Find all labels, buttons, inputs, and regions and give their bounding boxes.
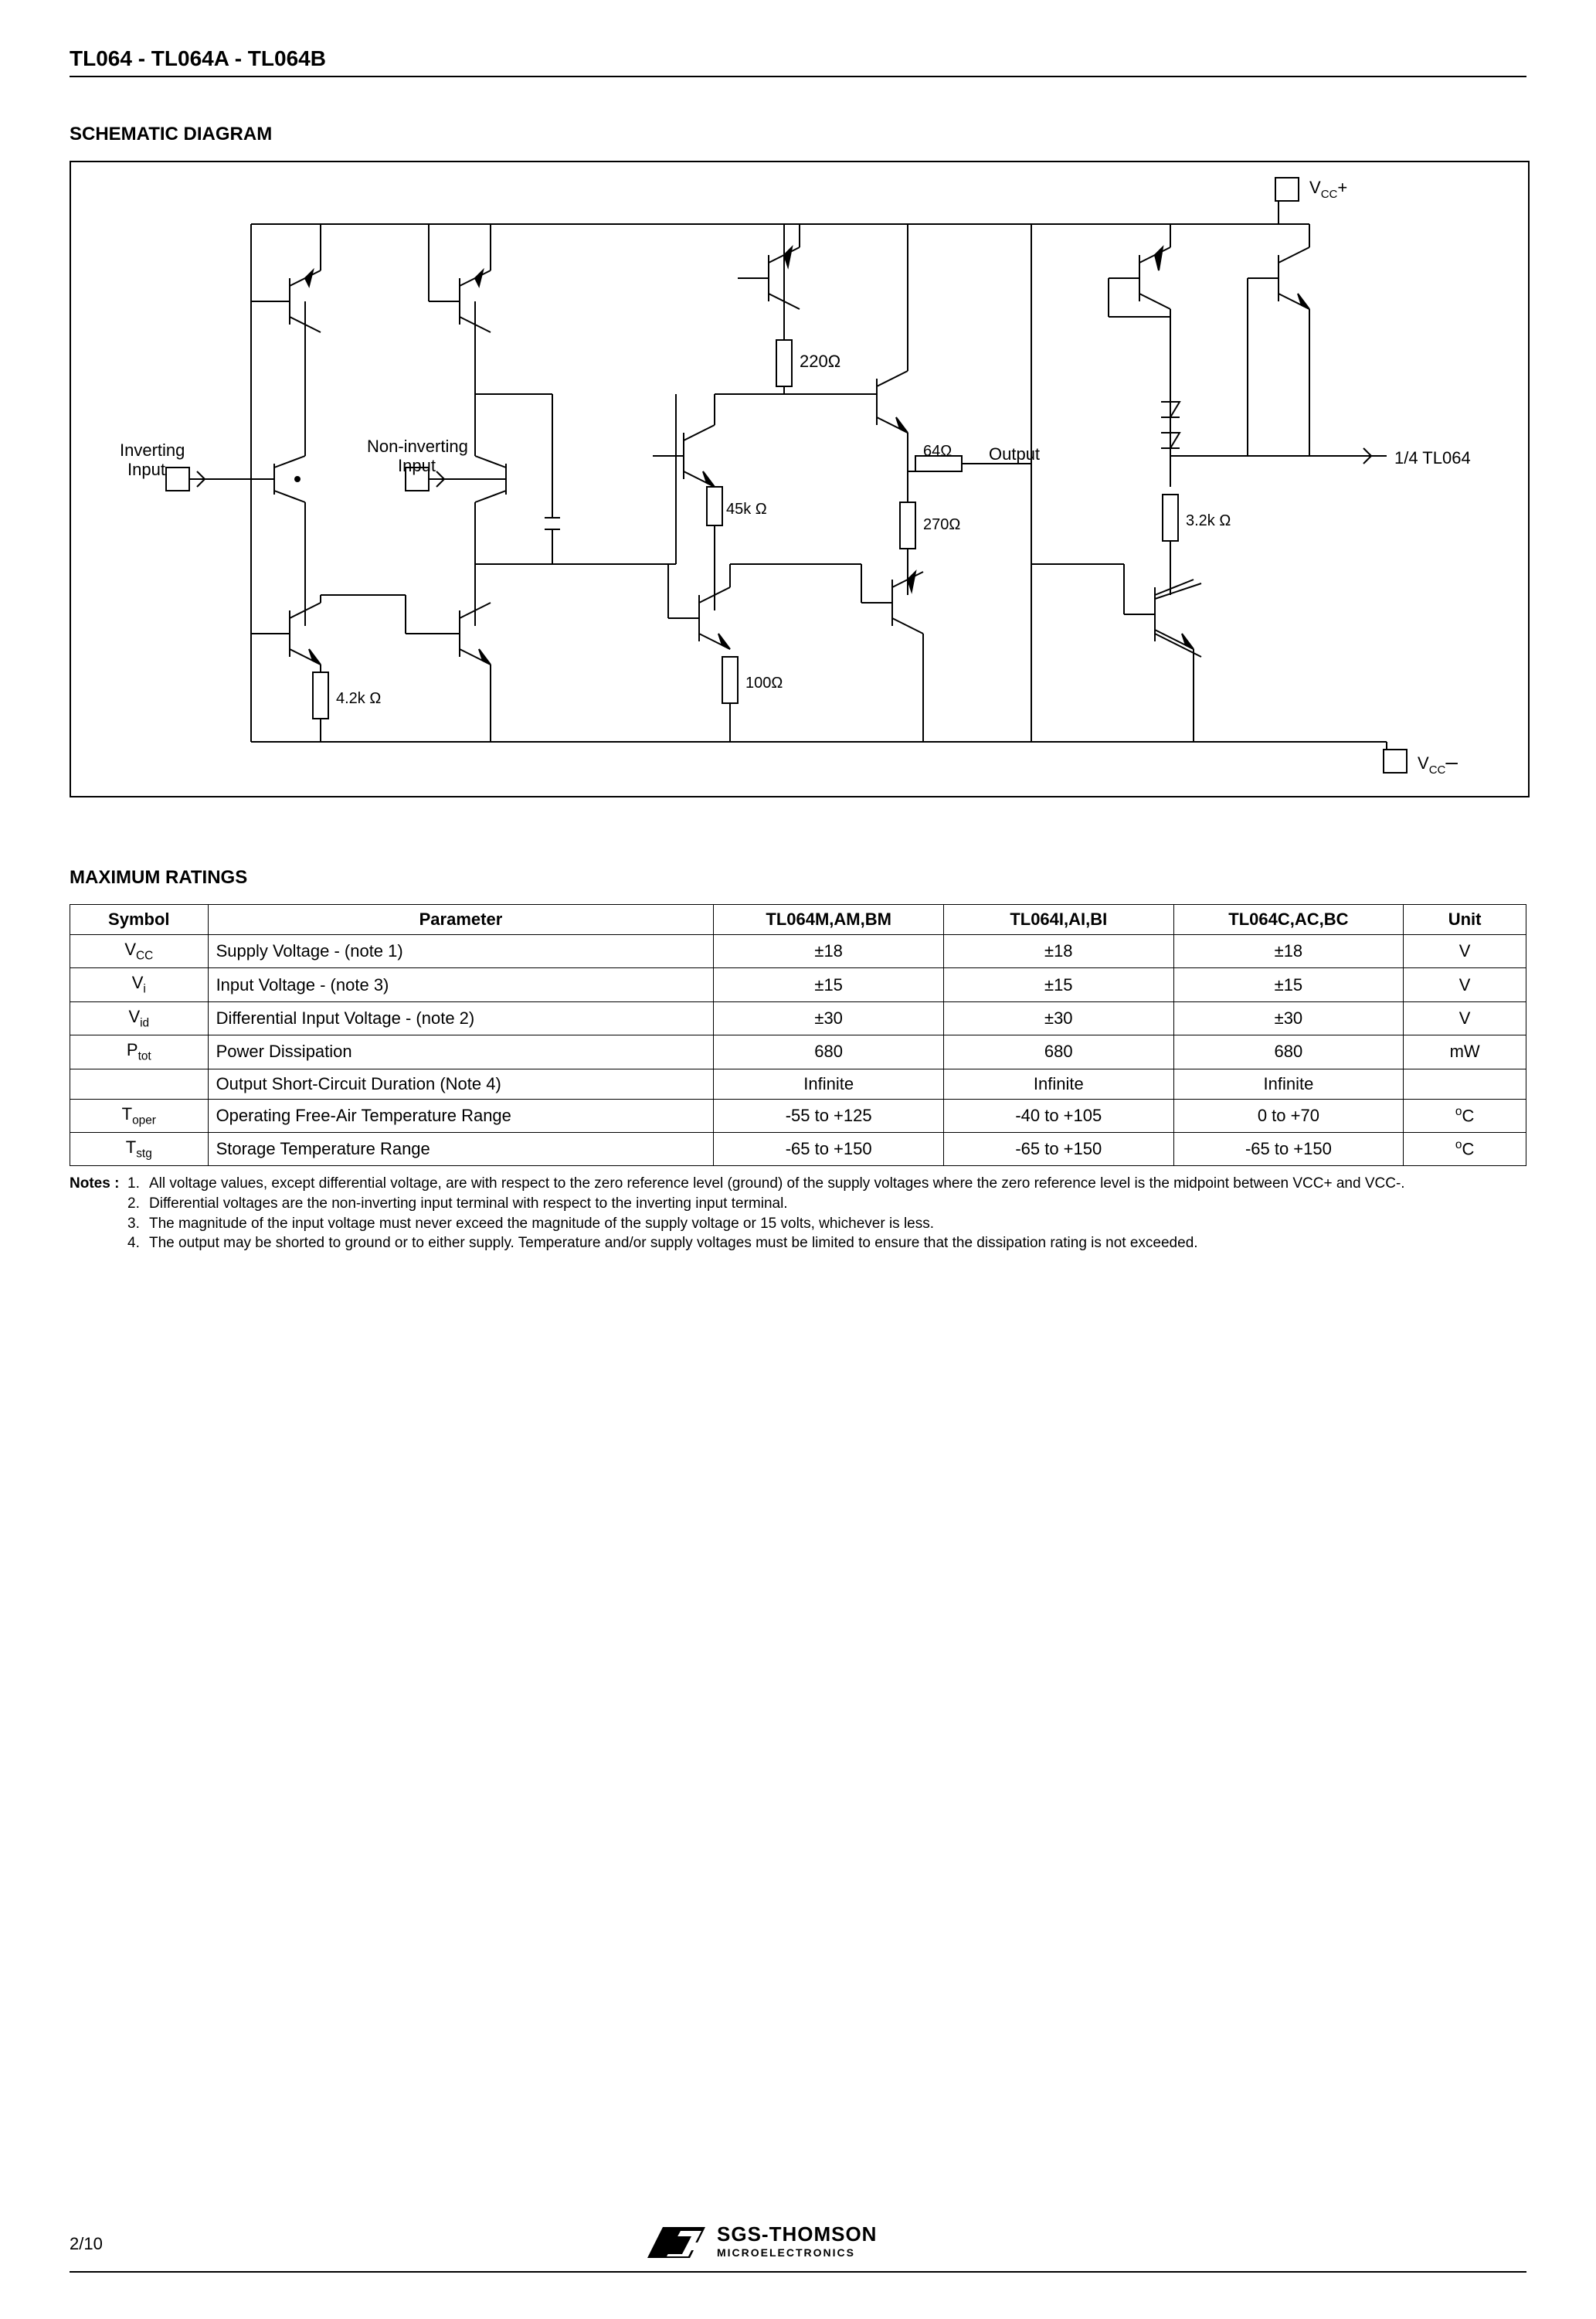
- cell-symbol: VCC: [70, 935, 209, 968]
- svg-text:64Ω: 64Ω: [923, 443, 952, 460]
- svg-text:MICROELECTRONICS: MICROELECTRONICS: [717, 2246, 855, 2259]
- svg-text:1/4 TL064: 1/4 TL064: [1394, 448, 1471, 468]
- cell-param: Differential Input Voltage - (note 2): [208, 1001, 714, 1035]
- col-i: TL064I,AI,BI: [943, 905, 1173, 935]
- cell-v3: 680: [1173, 1035, 1404, 1069]
- cell-v1: ±18: [714, 935, 944, 968]
- svg-text:VCC–: VCC–: [1418, 750, 1458, 777]
- cell-unit: mW: [1404, 1035, 1526, 1069]
- table-row: TstgStorage Temperature Range-65 to +150…: [70, 1132, 1526, 1165]
- cell-v3: ±30: [1173, 1001, 1404, 1035]
- cell-param: Input Voltage - (note 3): [208, 968, 714, 1001]
- svg-text:100Ω: 100Ω: [745, 675, 783, 692]
- cell-unit: [1404, 1069, 1526, 1099]
- cell-v1: ±30: [714, 1001, 944, 1035]
- note-line: Notes :1.All voltage values, except diff…: [70, 1174, 1526, 1194]
- cell-v2: ±30: [943, 1001, 1173, 1035]
- cell-v3: Infinite: [1173, 1069, 1404, 1099]
- cell-v1: -65 to +150: [714, 1132, 944, 1165]
- cell-symbol: Tstg: [70, 1132, 209, 1165]
- cell-v2: ±15: [943, 968, 1173, 1001]
- schematic-heading: SCHEMATIC DIAGRAM: [70, 124, 1526, 145]
- table-row: VidDifferential Input Voltage - (note 2)…: [70, 1001, 1526, 1035]
- svg-text:Input: Input: [398, 456, 436, 475]
- cell-v2: Infinite: [943, 1069, 1173, 1099]
- svg-text:220Ω: 220Ω: [800, 352, 840, 371]
- table-header-row: Symbol Parameter TL064M,AM,BM TL064I,AI,…: [70, 905, 1526, 935]
- svg-text:Output: Output: [989, 444, 1040, 464]
- cell-v1: -55 to +125: [714, 1099, 944, 1132]
- schematic-diagram: VCC+ VCC– Inverting Input Non-inverting …: [70, 161, 1530, 797]
- cell-param: Storage Temperature Range: [208, 1132, 714, 1165]
- svg-text:Inverting: Inverting: [120, 440, 185, 460]
- table-row: Output Short-Circuit Duration (Note 4)In…: [70, 1069, 1526, 1099]
- table-row: VCCSupply Voltage - (note 1)±18±18±18V: [70, 935, 1526, 968]
- cell-v1: ±15: [714, 968, 944, 1001]
- cell-param: Supply Voltage - (note 1): [208, 935, 714, 968]
- col-c: TL064C,AC,BC: [1173, 905, 1404, 935]
- cell-symbol: Toper: [70, 1099, 209, 1132]
- col-symbol: Symbol: [70, 905, 209, 935]
- cell-v2: -65 to +150: [943, 1132, 1173, 1165]
- notes-block: Notes :1.All voltage values, except diff…: [70, 1174, 1526, 1253]
- cell-v3: -65 to +150: [1173, 1132, 1404, 1165]
- note-line: 2.Differential voltages are the non-inve…: [70, 1194, 1526, 1214]
- ratings-heading: MAXIMUM RATINGS: [70, 867, 1526, 889]
- svg-text:270Ω: 270Ω: [923, 516, 960, 533]
- cell-symbol: Vi: [70, 968, 209, 1001]
- col-unit: Unit: [1404, 905, 1526, 935]
- col-parameter: Parameter: [208, 905, 714, 935]
- cell-v1: Infinite: [714, 1069, 944, 1099]
- cell-param: Power Dissipation: [208, 1035, 714, 1069]
- svg-text:SGS-THOMSON: SGS-THOMSON: [717, 2222, 877, 2246]
- cell-symbol: Vid: [70, 1001, 209, 1035]
- cell-unit: V: [1404, 935, 1526, 968]
- cell-unit: oC: [1404, 1132, 1526, 1165]
- svg-text:VCC+: VCC+: [1309, 178, 1347, 201]
- cell-v2: 680: [943, 1035, 1173, 1069]
- schematic-svg: VCC+ VCC– Inverting Input Non-inverting …: [71, 162, 1528, 796]
- page-number: 2/10: [70, 2234, 224, 2254]
- cell-unit: oC: [1404, 1099, 1526, 1132]
- table-row: ViInput Voltage - (note 3)±15±15±15V: [70, 968, 1526, 1001]
- svg-text:4.2k Ω: 4.2k Ω: [336, 690, 381, 707]
- cell-v2: ±18: [943, 935, 1173, 968]
- table-row: PtotPower Dissipation680680680mW: [70, 1035, 1526, 1069]
- svg-text:45k Ω: 45k Ω: [726, 501, 767, 518]
- cell-param: Output Short-Circuit Duration (Note 4): [208, 1069, 714, 1099]
- cell-unit: V: [1404, 1001, 1526, 1035]
- page-footer: 2/10 SGS-THOMSON MICROELECTRONICS: [70, 2219, 1526, 2273]
- cell-symbol: [70, 1069, 209, 1099]
- cell-v2: -40 to +105: [943, 1099, 1173, 1132]
- cell-symbol: Ptot: [70, 1035, 209, 1069]
- page-title: TL064 - TL064A - TL064B: [70, 46, 1526, 77]
- note-line: 3.The magnitude of the input voltage mus…: [70, 1214, 1526, 1234]
- cell-unit: V: [1404, 968, 1526, 1001]
- svg-text:Input: Input: [127, 460, 165, 479]
- cell-v3: ±18: [1173, 935, 1404, 968]
- svg-text:Non-inverting: Non-inverting: [367, 437, 468, 456]
- ratings-table: Symbol Parameter TL064M,AM,BM TL064I,AI,…: [70, 904, 1526, 1166]
- note-line: 4.The output may be shorted to ground or…: [70, 1233, 1526, 1253]
- cell-param: Operating Free-Air Temperature Range: [208, 1099, 714, 1132]
- cell-v3: 0 to +70: [1173, 1099, 1404, 1132]
- svg-text:3.2k Ω: 3.2k Ω: [1186, 512, 1231, 529]
- cell-v1: 680: [714, 1035, 944, 1069]
- col-m: TL064M,AM,BM: [714, 905, 944, 935]
- cell-v3: ±15: [1173, 968, 1404, 1001]
- brand-logo: SGS-THOMSON MICROELECTRONICS: [224, 2219, 1372, 2270]
- table-row: ToperOperating Free-Air Temperature Rang…: [70, 1099, 1526, 1132]
